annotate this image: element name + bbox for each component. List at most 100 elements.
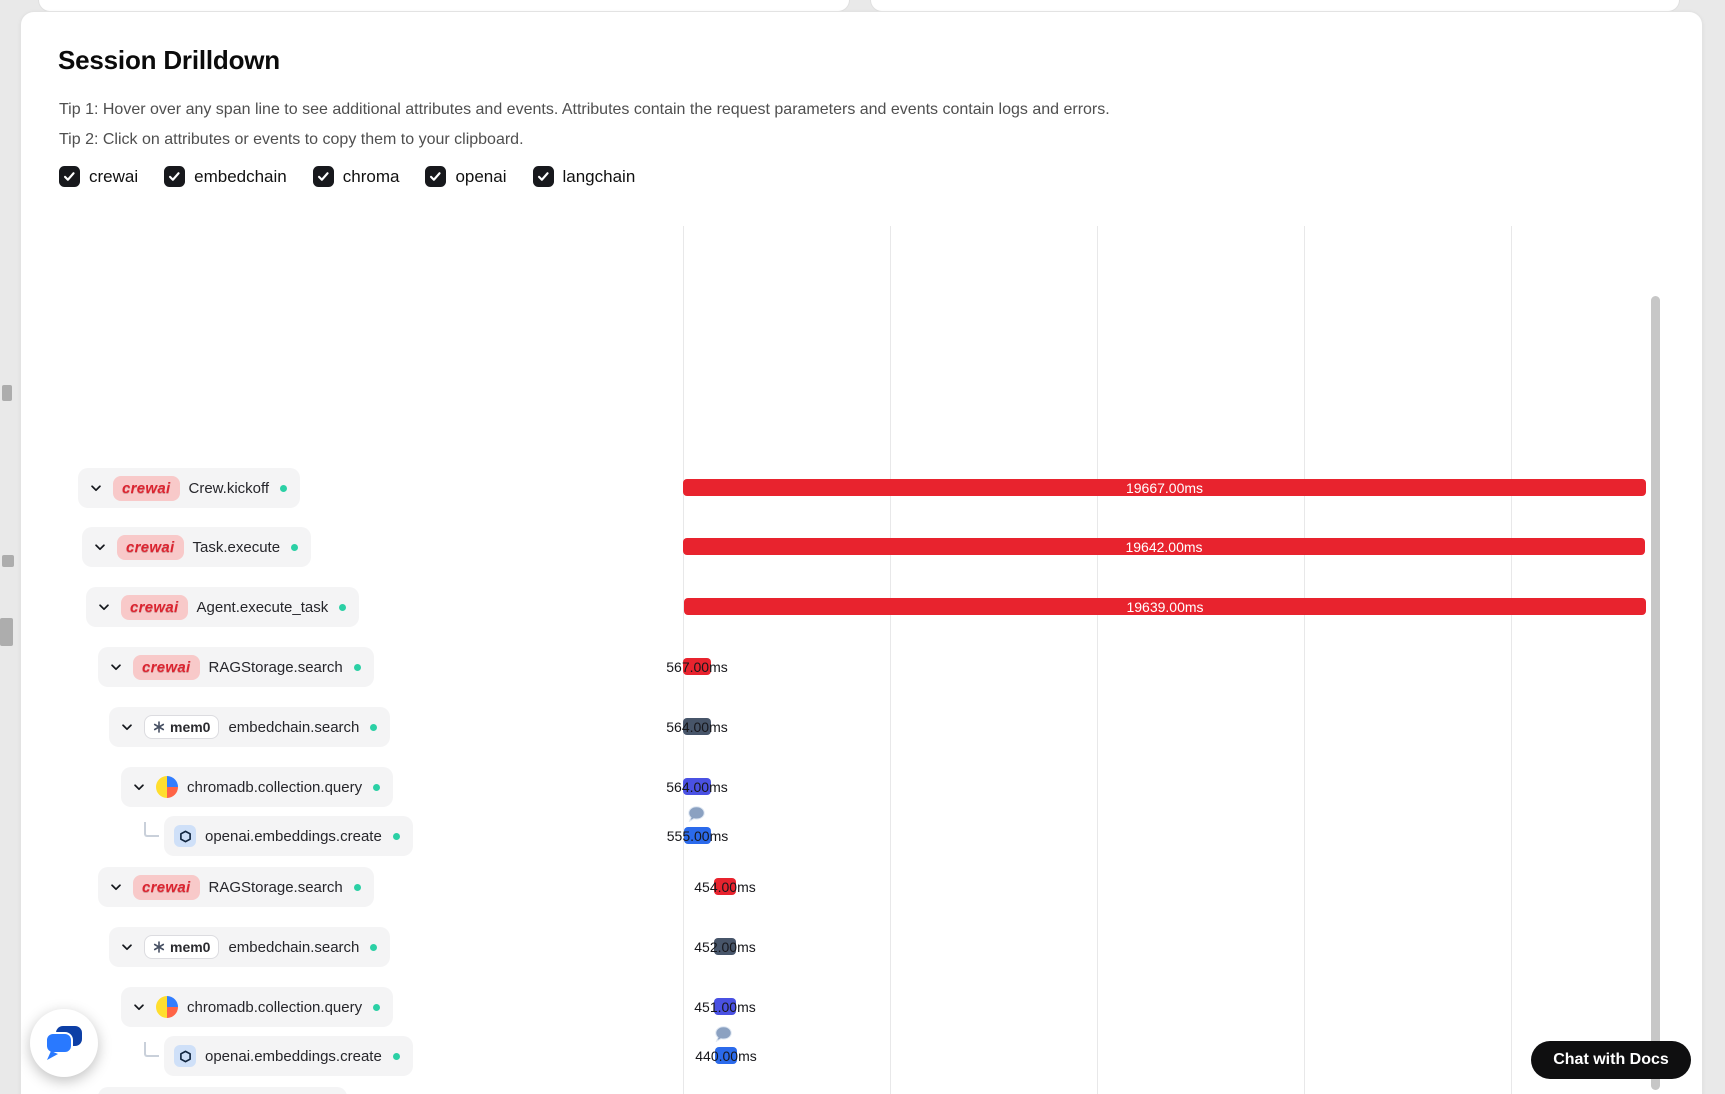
chevron-down-icon[interactable] [108, 879, 124, 895]
checkbox-icon[interactable] [59, 166, 80, 187]
chevron-down-icon[interactable] [131, 999, 147, 1015]
trace-row: mem0 embedchain.search 564.00ms [21, 707, 1700, 747]
span-label-pill[interactable]: chromadb.collection.query [121, 767, 394, 807]
elbow-connector-icon [144, 822, 159, 837]
chevron-down-icon[interactable] [119, 719, 135, 735]
span-label-pill[interactable]: RunnableAgent.plan [98, 1087, 347, 1094]
span-label-pill[interactable]: crewai RAGStorage.search [98, 647, 374, 687]
underlying-page-fragment [2, 555, 14, 567]
duration-label: 19667.00ms [1125, 479, 1204, 496]
filter-label: openai [455, 166, 507, 186]
checkbox-icon[interactable] [532, 166, 554, 187]
chevron-down-icon[interactable] [131, 779, 147, 795]
duration-label: 452.00ms [694, 939, 756, 955]
status-dot [370, 723, 378, 731]
underlying-page-fragment [2, 385, 12, 401]
crewai-logo-badge: crewai [133, 654, 200, 680]
trace-row: openai.embeddings.create 555.00ms [21, 806, 1700, 856]
span-label-pill[interactable]: openai.embeddings.create [164, 816, 413, 856]
underlying-page-fragment [0, 618, 13, 646]
span-name: Task.execute [192, 538, 281, 556]
span-name: openai.embeddings.create [205, 1047, 382, 1065]
status-dot [291, 543, 299, 551]
filter-embedchain[interactable]: embedchain [164, 166, 287, 187]
span-duration-bar[interactable] [714, 878, 736, 895]
span-label-pill[interactable]: crewai Crew.kickoff [78, 468, 301, 508]
span-label-pill[interactable]: mem0 embedchain.search [109, 927, 391, 967]
status-dot [392, 832, 400, 840]
gridline [890, 226, 891, 1094]
duration-label: 567.00ms [666, 659, 728, 675]
chat-with-docs-button[interactable]: Chat with Docs [1531, 1041, 1691, 1079]
chroma-logo-icon [156, 776, 178, 798]
status-dot [373, 783, 381, 791]
crewai-logo-badge: crewai [121, 594, 188, 620]
crewai-logo-badge: crewai [133, 874, 200, 900]
trace-row: crewai RAGStorage.search 454.00ms [21, 867, 1700, 907]
chevron-down-icon[interactable] [108, 659, 124, 675]
span-label-pill[interactable]: mem0 embedchain.search [109, 707, 391, 747]
filter-crewai[interactable]: crewai [59, 166, 138, 187]
status-dot [370, 943, 378, 951]
span-duration-bar[interactable] [683, 778, 711, 795]
chevron-down-icon[interactable] [92, 539, 108, 555]
chevron-down-icon[interactable] [119, 939, 135, 955]
status-dot [339, 603, 347, 611]
trace-row: RunnableAgent.plan18583.00ms [21, 1087, 1700, 1094]
span-name: chromadb.collection.query [187, 998, 363, 1016]
mem0-gear-icon [153, 721, 165, 733]
span-name: Crew.kickoff [188, 479, 270, 497]
span-label-pill[interactable]: crewai Agent.execute_task [86, 587, 360, 627]
filter-langchain[interactable]: langchain [532, 166, 635, 187]
chevron-down-icon[interactable] [88, 480, 104, 496]
filter-label: crewai [89, 166, 139, 186]
crewai-logo-badge: crewai [117, 534, 184, 560]
status-dot [373, 1003, 381, 1011]
chroma-logo-icon [156, 996, 178, 1018]
span-name: embedchain.search [228, 938, 360, 956]
duration-label: 454.00ms [694, 879, 756, 895]
span-duration-bar[interactable] [714, 938, 736, 955]
page-title: Session Drilldown [58, 45, 280, 75]
span-duration-bar[interactable]: 19642.00ms [683, 538, 1645, 555]
span-name: openai.embeddings.create [205, 827, 382, 845]
chevron-down-icon[interactable] [96, 599, 112, 615]
filter-label: embedchain [194, 166, 287, 186]
checkbox-icon[interactable] [312, 166, 334, 187]
span-duration-bar[interactable] [715, 1047, 737, 1064]
span-label-pill[interactable]: crewai RAGStorage.search [98, 867, 374, 907]
checkbox-icon[interactable] [164, 166, 186, 187]
span-duration-bar[interactable] [683, 658, 711, 675]
trace-row: mem0 embedchain.search 452.00ms [21, 927, 1700, 967]
mem0-label: mem0 [170, 939, 211, 955]
span-duration-bar[interactable] [714, 998, 736, 1015]
span-duration-bar[interactable]: 19639.00ms [684, 598, 1646, 615]
session-drilldown-card: Session Drilldown Tip 1: Hover over any … [20, 11, 1703, 1094]
span-duration-bar[interactable]: 19667.00ms [683, 479, 1646, 496]
span-duration-bar[interactable] [684, 827, 711, 844]
filter-openai[interactable]: openai [425, 166, 507, 187]
checkbox-icon[interactable] [425, 166, 447, 187]
trace-waterfall-chart: crewai Crew.kickoff 19667.00ms crewai Task.e… [21, 226, 1700, 1094]
span-name: chromadb.collection.query [187, 778, 363, 796]
status-dot [392, 1052, 400, 1060]
vertical-scrollbar[interactable] [1651, 296, 1660, 1090]
chat-widget-button[interactable] [30, 1009, 98, 1077]
duration-label: 564.00ms [666, 779, 728, 795]
span-name: RAGStorage.search [208, 878, 343, 896]
event-bubble-icon[interactable] [688, 806, 705, 827]
span-duration-bar[interactable] [683, 718, 711, 735]
duration-label: 19639.00ms [1126, 598, 1204, 615]
mem0-gear-icon [153, 941, 165, 953]
event-bubble-icon[interactable] [715, 1026, 732, 1047]
span-label-pill[interactable]: crewai Task.execute [82, 527, 312, 567]
span-label-pill[interactable]: openai.embeddings.create [164, 1036, 413, 1076]
crewai-logo-badge: crewai [113, 475, 180, 501]
gridline [1097, 226, 1098, 1094]
span-label-pill[interactable]: chromadb.collection.query [121, 987, 394, 1027]
filter-chroma[interactable]: chroma [312, 166, 399, 187]
trace-row: openai.embeddings.create 440.00ms [21, 1026, 1700, 1076]
trace-row: crewai RAGStorage.search 567.00ms [21, 647, 1700, 687]
gridline [1304, 226, 1305, 1094]
duration-label: 451.00ms [694, 999, 756, 1015]
